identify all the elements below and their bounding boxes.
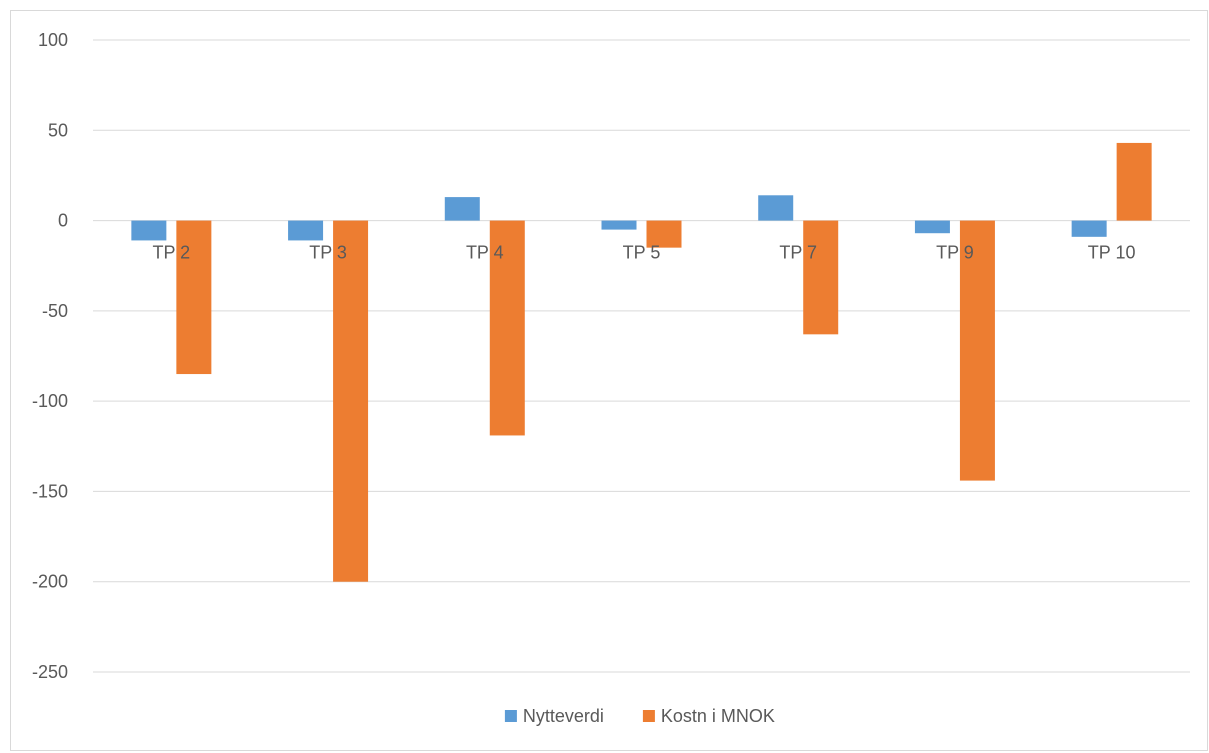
x-category-label: TP 4 (466, 243, 504, 263)
y-tick-label: -100 (32, 391, 68, 411)
bar-kostn-i-mnok-tp-5 (646, 220, 682, 248)
bar-nytteverdi-tp-3 (288, 220, 324, 241)
legend-swatch (642, 710, 655, 722)
y-tick-label: 50 (48, 120, 68, 140)
y-tick-label: -200 (32, 572, 68, 592)
bar-nytteverdi-tp-10 (1071, 220, 1107, 237)
x-category-label: TP 10 (1088, 243, 1136, 263)
chart-frame: 100 50 0 -50 -100 -150 -200 -250 TP 2 TP 3 TP 4 TP … (10, 10, 1208, 751)
y-tick-label: -250 (32, 662, 68, 682)
bar-nytteverdi-tp-7 (758, 195, 794, 221)
y-tick-label: -150 (32, 481, 68, 501)
bar-nytteverdi-tp-4 (444, 197, 480, 221)
y-tick-label: -50 (42, 301, 68, 321)
y-tick-label: 0 (58, 211, 68, 231)
bars (131, 142, 1152, 582)
x-category-label: TP 2 (153, 243, 191, 263)
bar-kostn-i-mnok-tp-10 (1116, 142, 1152, 221)
legend: Nytteverdi Kostn i MNOK (504, 706, 775, 726)
axes: 100 50 0 -50 -100 -150 -200 -250 TP 2 TP 3 TP 4 TP … (32, 30, 1136, 682)
legend-label: Kostn i MNOK (661, 706, 775, 726)
x-category-label: TP 5 (623, 243, 661, 263)
legend-label: Nytteverdi (523, 706, 604, 726)
gridlines (93, 39, 1190, 673)
bar-nytteverdi-tp-5 (601, 220, 637, 230)
x-category-label: TP 3 (309, 243, 347, 263)
bar-nytteverdi-tp-9 (914, 220, 950, 234)
bar-kostn-i-mnok-tp-7 (803, 220, 839, 335)
x-category-label: TP 9 (936, 243, 974, 263)
y-tick-label: 100 (38, 30, 68, 50)
bar-kostn-i-mnok-tp-4 (489, 220, 525, 436)
bar-kostn-i-mnok-tp-3 (333, 220, 369, 582)
bar-kostn-i-mnok-tp-9 (959, 220, 995, 481)
bar-kostn-i-mnok-tp-2 (176, 220, 212, 375)
bar-nytteverdi-tp-2 (131, 220, 167, 241)
legend-swatch (504, 710, 517, 722)
x-category-label: TP 7 (779, 243, 817, 263)
